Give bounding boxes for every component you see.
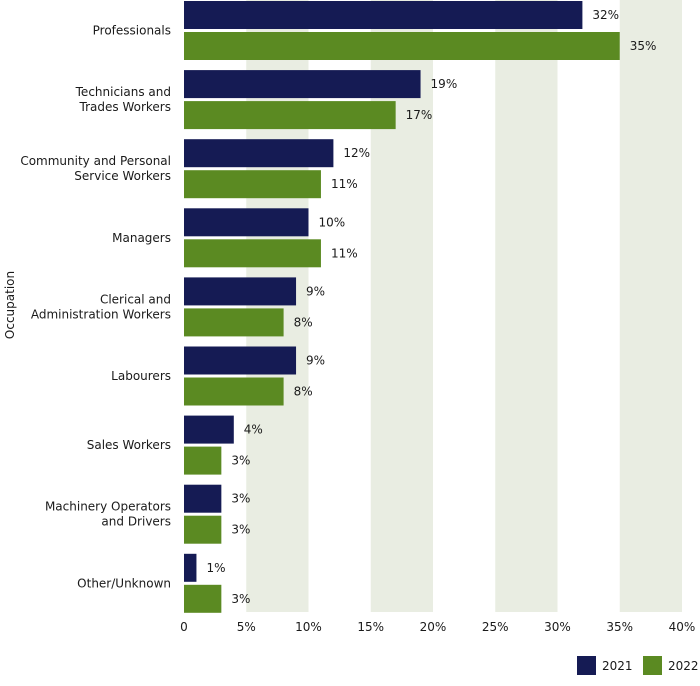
x-tick-label: 20% [420, 620, 447, 634]
grid-band [495, 0, 558, 612]
bar-2021 [184, 415, 234, 444]
x-tick-label: 10% [295, 620, 322, 634]
y-axis-title: Occupation [3, 271, 17, 339]
category-label: Machinery Operators [45, 500, 171, 514]
category-label: Professionals [93, 24, 171, 38]
category-label: Sales Workers [87, 438, 171, 452]
bar-2022 [184, 515, 222, 544]
data-label-2022: 11% [331, 177, 358, 191]
data-label-2021: 12% [343, 146, 370, 160]
bar-2022 [184, 101, 396, 130]
bar-2021 [184, 553, 197, 582]
bar-2021 [184, 277, 297, 306]
legend-swatch-2022 [643, 656, 662, 675]
data-label-2022: 17% [406, 108, 433, 122]
category-label: Labourers [111, 369, 171, 383]
data-label-2022: 11% [331, 246, 358, 260]
category-label: Trades Workers [79, 100, 171, 114]
x-tick-label: 40% [669, 620, 696, 634]
data-label-2022: 8% [294, 385, 313, 399]
data-label-2022: 35% [630, 39, 657, 53]
data-labels: 32% 35% 19% 17% 12% 11% 10% 11% 9% 8% 9% 8% 4% 3% 3% 3%… [206, 8, 656, 606]
bar-2021 [184, 1, 583, 29]
bar-2021 [184, 139, 334, 168]
x-tick-label: 25% [482, 620, 509, 634]
x-tick-label: 0 [180, 620, 188, 634]
category-label: and Drivers [101, 515, 171, 529]
x-axis-ticks: 0 5% 10% 15% 20% 25% 30% 35% 40% [180, 620, 695, 634]
bar-2021 [184, 346, 297, 375]
data-label-2021: 32% [592, 8, 619, 22]
legend-label-2021: 2021 [602, 659, 633, 673]
bar-2021 [184, 208, 309, 237]
bar-2022 [184, 170, 321, 199]
legend-label-2022: 2022 [668, 659, 699, 673]
bar-2022 [184, 446, 222, 475]
category-label: Administration Workers [31, 307, 171, 321]
data-label-2022: 8% [294, 315, 313, 329]
legend-swatch-2021 [577, 656, 596, 675]
category-label: Service Workers [74, 169, 171, 183]
bar-2022 [184, 584, 222, 613]
bar-2022 [184, 377, 284, 406]
x-tick-label: 15% [357, 620, 384, 634]
legend: 2021 2022 [577, 656, 699, 675]
bar-2022 [184, 308, 284, 337]
data-label-2021: 19% [431, 77, 458, 91]
category-label: Clerical and [100, 292, 171, 306]
category-label: Community and Personal [20, 154, 171, 168]
data-label-2022: 3% [231, 523, 250, 537]
x-tick-label: 30% [544, 620, 571, 634]
bar-2022 [184, 239, 321, 268]
bar-2021 [184, 484, 222, 513]
x-tick-label: 35% [606, 620, 633, 634]
data-label-2021: 4% [244, 423, 263, 437]
data-label-2021: 9% [306, 284, 325, 298]
category-label: Other/Unknown [77, 576, 171, 590]
category-label: Managers [112, 231, 171, 245]
bar-2022 [184, 32, 620, 60]
data-label-2022: 3% [231, 454, 250, 468]
grid-band [619, 0, 682, 612]
data-label-2021: 3% [231, 492, 250, 506]
data-label-2021: 1% [206, 561, 225, 575]
data-label-2021: 10% [319, 215, 346, 229]
bars [184, 1, 620, 613]
data-label-2022: 3% [231, 592, 250, 606]
bar-2021 [184, 70, 421, 99]
x-tick-label: 5% [237, 620, 256, 634]
data-label-2021: 9% [306, 354, 325, 368]
category-label: Technicians and [75, 85, 171, 99]
